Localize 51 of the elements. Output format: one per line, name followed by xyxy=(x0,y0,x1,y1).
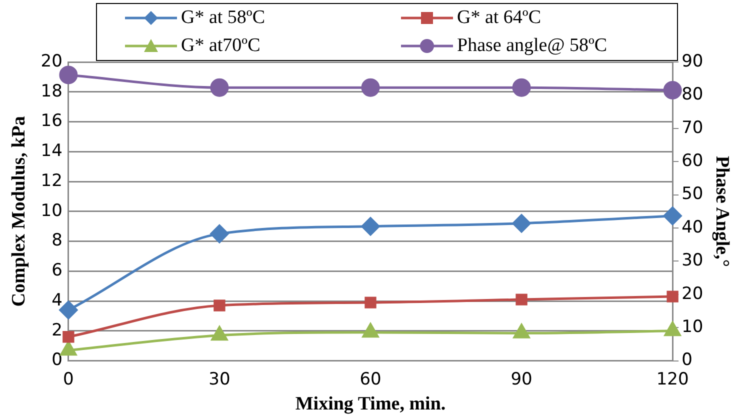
y2-tick-label: 0 xyxy=(682,350,692,370)
x-tick-label: 30 xyxy=(208,369,230,390)
legend-label: Phase angle@ 58ºC xyxy=(457,35,608,57)
point xyxy=(59,66,78,84)
y2-tick-label: 50 xyxy=(682,184,704,204)
y2-tick-label: 20 xyxy=(682,284,704,304)
point xyxy=(512,78,531,97)
x-tick-label: 120 xyxy=(656,369,689,390)
point xyxy=(214,300,226,312)
y-tick-label: 2 xyxy=(52,320,62,340)
y2-tick-label: 10 xyxy=(682,317,704,338)
legend-label: G* at70ºC xyxy=(181,35,260,57)
y2-tick-label: 80 xyxy=(682,84,704,105)
y-tick-label: 16 xyxy=(40,111,62,132)
point xyxy=(663,80,682,100)
x-tick-label: 90 xyxy=(510,369,532,390)
y-tick-label: 8 xyxy=(52,230,62,251)
x-tick-label: 60 xyxy=(360,369,382,390)
x-axis-title: Mixing Time, min. xyxy=(295,394,446,415)
y2-tick-label: 30 xyxy=(682,250,704,271)
legend-label: G* at 64ºC xyxy=(457,7,541,29)
point xyxy=(664,322,681,336)
legend-label: G* at 58ºC xyxy=(181,7,265,29)
point xyxy=(513,324,530,338)
y-tick-label: 14 xyxy=(40,141,62,162)
y-tick-label: 0 xyxy=(52,350,62,370)
y2-tick-label: 90 xyxy=(682,51,704,72)
point xyxy=(60,341,77,356)
y2-tick-label: 70 xyxy=(682,118,704,138)
point xyxy=(362,323,379,338)
y2-tick-label: 60 xyxy=(682,151,704,172)
y-tick-label: 18 xyxy=(40,81,62,102)
point xyxy=(663,206,682,226)
y-tick-label: 12 xyxy=(40,170,62,191)
y2-axis-title: Phase Angle,° xyxy=(712,156,733,267)
point xyxy=(361,78,380,97)
y-tick-label: 10 xyxy=(40,200,62,221)
point xyxy=(666,290,678,302)
point xyxy=(210,78,229,97)
point xyxy=(516,294,528,306)
point xyxy=(361,217,380,236)
point xyxy=(62,331,74,343)
y-tick-label: 6 xyxy=(52,260,62,281)
y-tick-label: 4 xyxy=(52,290,62,310)
point xyxy=(210,224,229,244)
point xyxy=(211,326,228,341)
point xyxy=(364,296,376,308)
point xyxy=(512,214,531,233)
y2-tick-label: 40 xyxy=(682,217,704,238)
y-tick-label: 20 xyxy=(40,51,62,72)
y-axis-title: Complex Modulus, kPa xyxy=(8,116,30,307)
